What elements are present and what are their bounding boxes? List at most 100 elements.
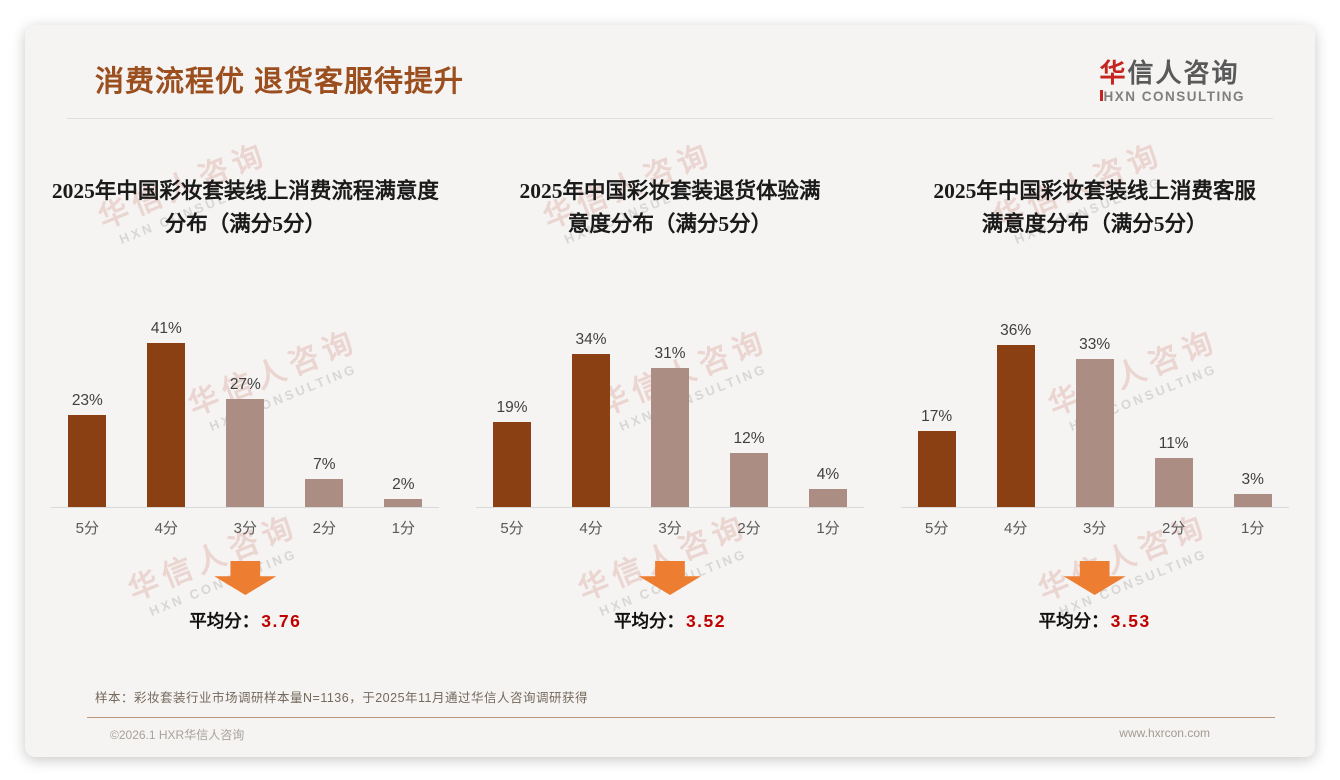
bar-value-label: 19% [496, 398, 528, 416]
category-label: 4分 [154, 520, 178, 537]
category-label: 1分 [1240, 520, 1265, 537]
header-divider [67, 118, 1273, 119]
slide-card: 华信人咨询 HXN CONSULTING 华信人咨询 HXN CONSULTING … [25, 25, 1315, 757]
logo-chinese-name: 华信人咨询 [1099, 58, 1246, 88]
bar-group: 19% [492, 398, 531, 507]
down-arrow-icon [214, 561, 277, 595]
category-label: 4分 [1003, 520, 1028, 537]
bar-plot: 19% 34% 31% 12% 4% [464, 317, 877, 507]
x-axis-line [51, 507, 440, 508]
category-label: 5分 [75, 520, 99, 537]
bar [147, 343, 186, 507]
company-logo: 华信人咨询 HXN CONSULTING [1099, 58, 1246, 104]
bar-value-label: 23% [71, 392, 103, 409]
bar-group: 41% [147, 320, 186, 507]
bar-value-label: 3% [1241, 470, 1264, 488]
bar [492, 421, 531, 507]
bar-value-label: 27% [229, 376, 261, 393]
category-label: 3分 [658, 520, 682, 537]
category-label: 2分 [312, 520, 336, 537]
chart-title: 2025年中国彩妆套装线上消费流程满意度 分布（满分5分） [51, 179, 439, 237]
bar-group: 12% [729, 430, 768, 507]
bar-value-label: 4% [816, 466, 840, 483]
logo-english-name: HXN CONSULTING [1099, 89, 1246, 104]
bar [1075, 358, 1114, 507]
copyright-text: ©2026.1 HXR华信人咨询 [110, 728, 245, 742]
average-score: 平均分： 3.76 [189, 608, 301, 633]
bar [996, 345, 1035, 507]
logo-name-rest: 信人咨询 [1127, 58, 1240, 88]
website-url: www.hxrcon.com [1119, 726, 1210, 740]
bar-value-label: 17% [921, 407, 953, 425]
category-label: 4分 [579, 520, 603, 537]
sample-footnote: 样本：彩妆套装行业市场调研样本量N=1136，于2025年11月通过华信人咨询调… [95, 691, 588, 705]
bar [384, 499, 423, 507]
category-label: 5分 [924, 520, 949, 537]
bar [808, 489, 847, 507]
category-label: 5分 [500, 520, 524, 537]
charts-row: 2025年中国彩妆套装线上消费流程满意度 分布（满分5分） 23% 41% 27% 7… [25, 175, 1315, 633]
bar [1154, 457, 1193, 507]
bar [917, 430, 956, 507]
bar-group: 3% [1233, 470, 1272, 507]
logo-accent-mark [1099, 90, 1103, 102]
bar [226, 399, 265, 507]
footer: ©2026.1 HXR华信人咨询 www.hxrcon.com [25, 718, 1315, 743]
bar-group: 36% [996, 322, 1035, 507]
category-label: 2分 [1161, 520, 1186, 537]
page-title: 消费流程优 退货客服待提升 [95, 66, 465, 98]
average-value: 3.76 [261, 611, 302, 631]
bar [729, 453, 768, 507]
bar-group: 17% [917, 407, 956, 507]
down-arrow-icon [638, 561, 701, 595]
chart-return-experience: 2025年中国彩妆套装退货体验满 意度分布（满分5分） 19% 34% 31% 12%… [464, 175, 877, 633]
bar-plot: 23% 41% 27% 7% 2% [39, 317, 452, 507]
header: 消费流程优 退货客服待提升 华信人咨询 HXN CONSULTING [25, 25, 1315, 118]
average-label: 平均分： [189, 611, 260, 631]
bar-value-label: 2% [392, 476, 415, 493]
average-score: 平均分： 3.52 [614, 608, 726, 633]
chart-title: 2025年中国彩妆套装退货体验满 意度分布（满分5分） [519, 179, 821, 237]
category-axis: 5分 4分 3分 2分 1分 [39, 517, 452, 538]
average-label: 平均分： [613, 611, 684, 631]
bar [650, 367, 689, 507]
bar-group: 27% [226, 376, 265, 507]
chart-title: 2025年中国彩妆套装线上消费客服 满意度分布（满分5分） [933, 179, 1256, 237]
category-label: 3分 [233, 520, 257, 537]
bar-group: 33% [1075, 335, 1114, 507]
bar-value-label: 31% [654, 344, 686, 362]
category-label: 2分 [737, 520, 761, 537]
bar [305, 479, 344, 507]
bar-group: 4% [808, 466, 847, 507]
category-axis: 5分 4分 3分 2分 1分 [888, 517, 1301, 538]
average-score: 平均分： 3.53 [1039, 608, 1151, 633]
bar-value-label: 34% [575, 331, 607, 348]
logo-accent-character: 华 [1099, 58, 1128, 88]
bar-value-label: 11% [1158, 434, 1189, 452]
average-value: 3.53 [1110, 611, 1151, 631]
bar-group: 2% [384, 476, 423, 507]
bar [68, 415, 107, 507]
x-axis-line [476, 507, 864, 508]
average-value: 3.52 [685, 611, 727, 631]
bar-group: 23% [68, 392, 107, 507]
bar-value-label: 36% [1000, 322, 1032, 339]
bar-value-label: 33% [1079, 335, 1111, 353]
bar [1233, 493, 1272, 507]
bar-value-label: 7% [313, 456, 336, 473]
category-label: 3分 [1082, 520, 1107, 537]
bar [571, 354, 610, 507]
bar-group: 31% [650, 344, 689, 507]
bar-plot: 17% 36% 33% 11% 3% [888, 317, 1301, 507]
bar-group: 11% [1154, 434, 1193, 507]
bar-value-label: 41% [150, 320, 182, 337]
chart-customer-service: 2025年中国彩妆套装线上消费客服 满意度分布（满分5分） 17% 36% 33% 1… [888, 175, 1301, 633]
x-axis-line [900, 507, 1289, 508]
chart-consumption-process: 2025年中国彩妆套装线上消费流程满意度 分布（满分5分） 23% 41% 27% 7… [39, 175, 452, 633]
category-axis: 5分 4分 3分 2分 1分 [464, 517, 877, 538]
category-label: 1分 [816, 520, 840, 537]
footer-divider [87, 717, 1275, 718]
average-label: 平均分： [1038, 611, 1109, 631]
down-arrow-icon [1063, 561, 1126, 595]
